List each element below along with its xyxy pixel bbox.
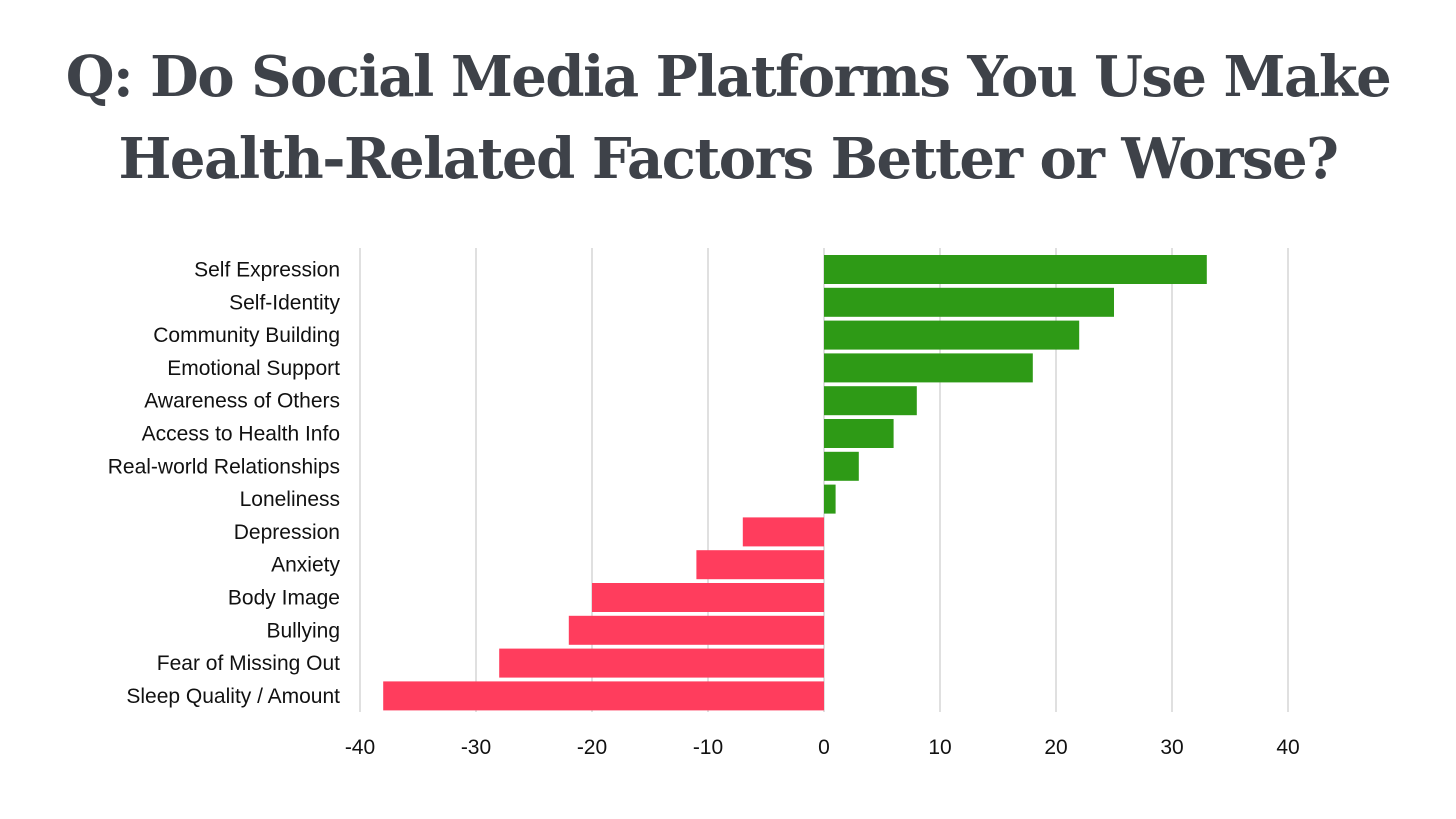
x-tick-label: 0	[818, 736, 830, 759]
x-tick-label: -40	[345, 736, 375, 759]
bar-real-world-relationships	[824, 451, 859, 481]
bar-awareness-of-others	[824, 386, 917, 416]
bar-anxiety	[696, 550, 824, 580]
category-label: Depression	[234, 521, 340, 544]
bars	[383, 255, 1207, 711]
bar-sleep-quality-amount	[383, 681, 824, 711]
bar-loneliness	[824, 484, 836, 514]
x-tick-label: -20	[577, 736, 607, 759]
bar-self-identity	[824, 287, 1114, 317]
category-labels: Self Expression Self-Identity Community Bu…	[108, 259, 341, 708]
category-label: Access to Health Info	[142, 423, 340, 446]
bar-emotional-support	[824, 353, 1033, 383]
chart-title: Q: Do Social Media Platforms You Use Mak…	[0, 36, 1456, 200]
category-label: Emotional Support	[167, 357, 340, 380]
x-tick-label: 10	[928, 736, 951, 759]
bar-self-expression	[824, 255, 1207, 284]
bar-bullying	[568, 615, 824, 645]
chart-title-line-2: Health-Related Factors Better or Worse?	[118, 126, 1339, 192]
category-label: Anxiety	[271, 554, 340, 577]
category-label: Self-Identity	[229, 291, 340, 314]
category-label: Sleep Quality / Amount	[126, 685, 340, 708]
category-label: Real-world Relationships	[108, 455, 340, 478]
x-tick-label: -10	[693, 736, 723, 759]
category-label: Self Expression	[194, 259, 340, 282]
category-label: Loneliness	[240, 488, 340, 511]
bar-community-building	[824, 320, 1080, 350]
x-tick-label: 20	[1044, 736, 1067, 759]
category-label: Body Image	[228, 587, 340, 610]
bar-access-to-health-info	[824, 419, 894, 448]
chart-title-line-1: Q: Do Social Media Platforms You Use Mak…	[65, 44, 1392, 110]
category-label: Community Building	[153, 324, 340, 347]
bar-body-image	[592, 583, 824, 612]
x-tick-label: 40	[1276, 736, 1299, 759]
x-tick-label: -30	[461, 736, 491, 759]
category-label: Awareness of Others	[144, 390, 340, 413]
x-axis-tick-labels: -40 -30 -20 -10 0 10 20 30 40	[345, 736, 1300, 759]
category-label: Bullying	[266, 619, 340, 642]
bar-depression	[742, 517, 824, 547]
bar-fear-of-missing-out	[499, 648, 824, 678]
x-tick-label: 30	[1160, 736, 1183, 759]
category-label: Fear of Missing Out	[157, 652, 340, 675]
